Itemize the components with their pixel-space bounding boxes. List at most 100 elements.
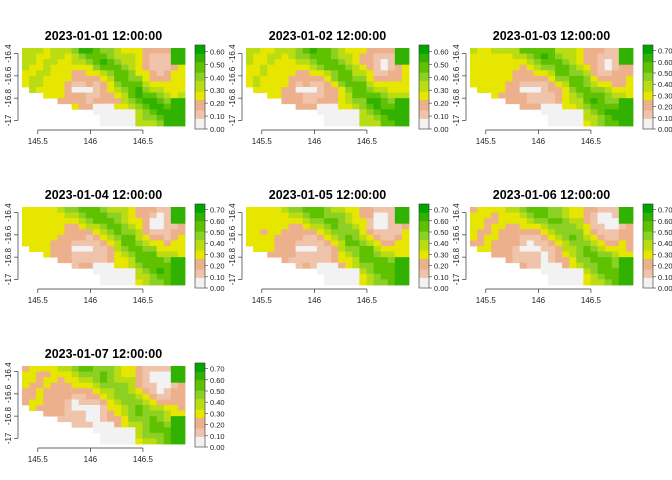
raster-cell (274, 223, 282, 230)
raster-cell (135, 279, 143, 286)
raster-cell (99, 257, 108, 264)
raster-cell (562, 75, 570, 82)
raster-cell (526, 103, 535, 110)
raster-cell (302, 53, 311, 60)
raster-cell (345, 240, 353, 247)
raster-cell (380, 53, 389, 60)
raster-cell (597, 279, 606, 286)
raster-cell (50, 388, 58, 395)
legend-swatch (195, 124, 205, 128)
legend-swatch (195, 407, 205, 410)
raster-cell (267, 212, 275, 219)
legend-swatch (419, 225, 429, 228)
legend-swatch (195, 381, 205, 385)
raster-cell (366, 273, 374, 280)
raster-cell (302, 246, 311, 252)
raster-cell (611, 251, 620, 258)
raster-cell (295, 70, 304, 77)
raster-cell (78, 240, 87, 247)
raster-cell (547, 279, 556, 286)
raster-cell (394, 234, 403, 241)
raster-cell (156, 87, 165, 93)
legend-swatch (195, 386, 205, 389)
raster-cell (267, 53, 275, 60)
raster-cell (288, 240, 297, 247)
raster-cell (57, 212, 65, 219)
raster-cell (78, 70, 87, 77)
raster-cell (604, 81, 613, 88)
raster-cell (394, 251, 403, 258)
raster-cell (295, 257, 304, 264)
raster-cell (380, 48, 389, 54)
raster-cell (352, 103, 360, 110)
raster-cell (107, 427, 115, 434)
raster-cell (380, 64, 389, 71)
legend-swatch (419, 68, 429, 71)
raster-cell (92, 92, 101, 99)
raster-cell (295, 234, 304, 241)
raster-cell (85, 410, 94, 417)
raster-cell (274, 212, 282, 219)
raster-cell (526, 240, 535, 247)
legend-tick-label: 0.00 (210, 284, 225, 293)
raster-cell (149, 70, 158, 77)
raster-cell (625, 207, 634, 213)
raster-cell (135, 87, 143, 93)
raster-cell (359, 53, 367, 60)
raster-cell (135, 234, 143, 241)
raster-cell (78, 421, 87, 428)
legend-tick-label: 0.10 (658, 273, 672, 282)
raster-cell (274, 207, 282, 213)
raster-cell (114, 229, 122, 236)
legend-swatch (419, 93, 429, 96)
legend-swatch (419, 235, 429, 238)
raster-cell (43, 251, 51, 258)
raster-cell (295, 229, 304, 236)
y-tick-label: -17 (4, 432, 13, 444)
raster-cell (170, 48, 179, 54)
raster-cell (345, 64, 353, 71)
raster-cell (505, 98, 513, 105)
raster-cell (590, 240, 598, 247)
raster-cell (107, 98, 115, 105)
legend-swatch (643, 258, 653, 262)
raster-cell (519, 240, 528, 247)
legend-swatch (419, 271, 429, 274)
raster-cell (107, 114, 115, 121)
raster-cell (470, 234, 478, 241)
raster-cell (562, 268, 570, 275)
raster-cell (618, 103, 627, 110)
raster-cell (331, 92, 339, 99)
raster-cell (526, 98, 535, 105)
raster-cell (618, 59, 627, 66)
x-tick-label: 146 (308, 137, 322, 146)
raster-cell (99, 382, 108, 389)
raster-cell (373, 98, 382, 105)
raster-cell (177, 207, 186, 213)
raster-cell (71, 251, 80, 258)
raster-cell (540, 59, 549, 66)
legend-swatch (419, 227, 429, 230)
legend-swatch (419, 47, 429, 50)
legend-swatch (419, 87, 429, 90)
raster-cell (547, 98, 556, 105)
raster-cell (387, 98, 396, 105)
raster-cell (498, 70, 506, 77)
raster-cell (540, 98, 549, 105)
raster-cell (519, 223, 528, 230)
legend-swatch (643, 246, 653, 249)
raster-cell (78, 218, 87, 225)
raster-cell (519, 251, 528, 258)
raster-cell (57, 382, 65, 389)
raster-cell (470, 75, 478, 82)
raster-cell (583, 109, 591, 116)
raster-cell (128, 405, 136, 411)
raster-cell (394, 103, 403, 110)
raster-cell (142, 223, 150, 230)
raster-cell (114, 218, 122, 225)
raster-cell (288, 81, 297, 88)
raster-cell (135, 371, 143, 378)
raster-cell (281, 246, 289, 252)
legend-swatch (643, 91, 653, 94)
